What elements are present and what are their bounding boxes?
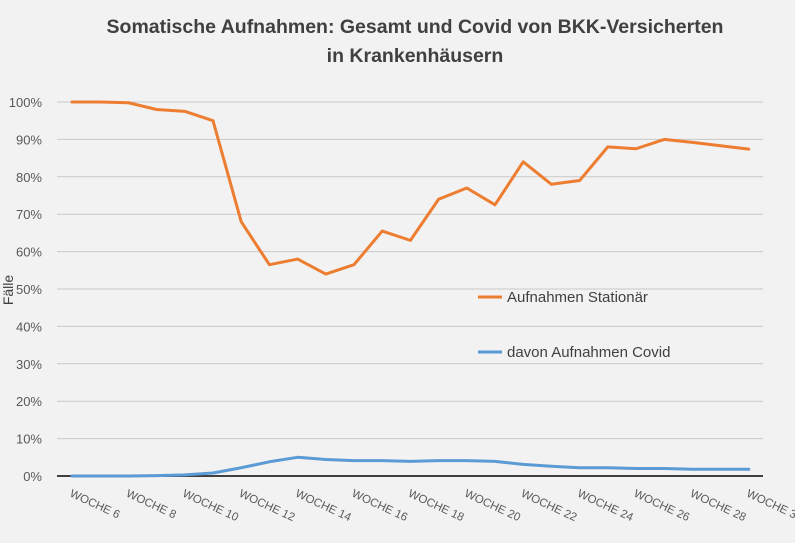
y-tick-label: 40% xyxy=(16,319,42,334)
x-tick-label: WOCHE 20 xyxy=(463,488,523,524)
chart-title-line-2: in Krankenhäusern xyxy=(327,45,504,67)
series-line-aufnahmen-covid xyxy=(70,455,751,478)
y-axis-label: Fälle xyxy=(0,275,16,306)
y-tick-label: 20% xyxy=(16,394,42,409)
y-tick-label: 60% xyxy=(16,245,42,260)
y-tick-label: 90% xyxy=(16,132,42,147)
x-tick-label: WOCHE 28 xyxy=(688,488,748,524)
x-tick-label: WOCHE 30 xyxy=(745,488,795,524)
x-tick-label: WOCHE 18 xyxy=(406,488,466,524)
legend-label: Aufnahmen Stationär xyxy=(507,289,648,306)
x-tick-label: WOCHE 12 xyxy=(237,488,297,524)
series-lines xyxy=(70,100,751,478)
x-tick-label: WOCHE 26 xyxy=(632,488,692,524)
y-tick-label: 80% xyxy=(16,170,42,185)
y-tick-label: 70% xyxy=(16,207,42,222)
legend: Aufnahmen Stationär davon Aufnahmen Covid xyxy=(478,289,670,361)
y-axis-ticks: 0% 10% 20% 30% 40% 50% 60% 70% 80% 90% 100% xyxy=(9,95,43,484)
x-tick-label: WOCHE 8 xyxy=(124,488,178,522)
chart-title-line-1: Somatische Aufnahmen: Gesamt und Covid v… xyxy=(107,16,724,38)
x-tick-label: WOCHE 14 xyxy=(293,488,353,525)
y-tick-label: 0% xyxy=(23,469,42,484)
x-tick-label: WOCHE 22 xyxy=(519,488,579,524)
y-tick-label: 50% xyxy=(16,282,42,297)
y-tick-label: 100% xyxy=(9,95,43,110)
x-tick-label: WOCHE 10 xyxy=(181,488,241,524)
y-tick-label: 30% xyxy=(16,357,42,372)
series-line-aufnahmen-stationaer xyxy=(70,100,751,276)
legend-label: davon Aufnahmen Covid xyxy=(507,344,670,361)
x-tick-label: WOCHE 16 xyxy=(350,488,410,524)
x-tick-label: WOCHE 6 xyxy=(68,488,122,522)
y-tick-label: 10% xyxy=(16,432,42,447)
gridlines xyxy=(57,101,763,477)
x-tick-label: WOCHE 24 xyxy=(575,488,635,525)
